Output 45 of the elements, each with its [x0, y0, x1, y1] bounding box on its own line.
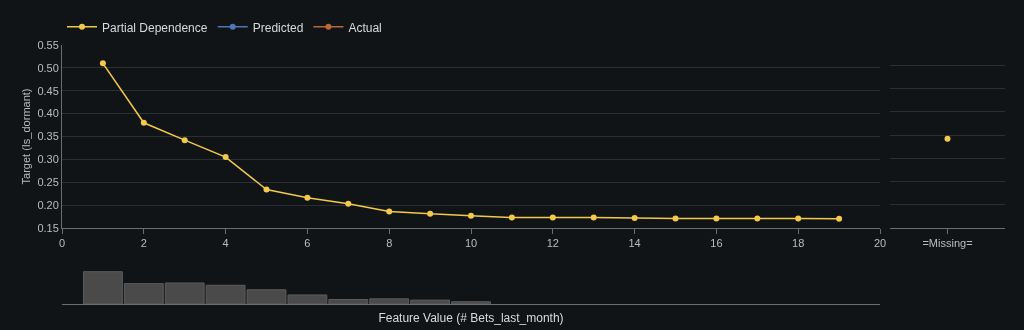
point	[672, 215, 679, 222]
legend-label: Partial Dependence	[102, 20, 208, 35]
legend-label: Actual	[348, 20, 382, 35]
point	[304, 194, 311, 201]
y-tick-label: 0.40	[37, 107, 59, 120]
point	[263, 186, 270, 193]
x-tick-label: 0	[58, 237, 66, 250]
point	[713, 215, 720, 222]
x-axis-title: Feature Value (# Bets_last_month)	[378, 310, 564, 325]
y-tick-label: 0.45	[37, 84, 59, 97]
y-tick-label: 0.15	[37, 221, 59, 234]
point	[468, 212, 474, 219]
point	[222, 154, 229, 161]
y-tick-label: 0.20	[37, 198, 59, 211]
point	[99, 60, 106, 67]
y-tick-label: 0.55	[37, 38, 59, 51]
point	[549, 214, 556, 221]
x-tick-label: 8	[386, 237, 393, 250]
x-tick-label: 2	[140, 237, 147, 250]
x-tick-label: =Missing=	[922, 237, 973, 250]
point	[386, 208, 393, 215]
point	[345, 200, 352, 207]
y-tick-label: 0.35	[37, 130, 59, 143]
point	[508, 214, 515, 221]
point	[181, 137, 188, 144]
point	[836, 215, 843, 222]
legend-label: Predicted	[252, 20, 304, 35]
x-tick-label: 10	[464, 237, 478, 250]
y-tick-label: 0.50	[37, 61, 59, 74]
x-tick-label: 4	[222, 237, 229, 250]
point	[795, 215, 802, 222]
y-tick-label: 0.30	[37, 153, 59, 166]
point	[631, 214, 638, 221]
point	[590, 214, 597, 221]
point	[754, 215, 761, 222]
y-tick-label: 0.25	[37, 176, 59, 189]
point	[140, 119, 147, 126]
y-axis-title: Target (Is_dormant)	[20, 88, 33, 185]
x-tick-label: 14	[628, 237, 641, 250]
x-tick-label: 20	[873, 237, 887, 250]
x-tick-label: 12	[546, 237, 559, 250]
x-tick-label: 16	[710, 237, 723, 250]
x-tick-label: 6	[304, 237, 311, 250]
point	[427, 210, 434, 217]
x-tick-label: 18	[792, 237, 805, 250]
